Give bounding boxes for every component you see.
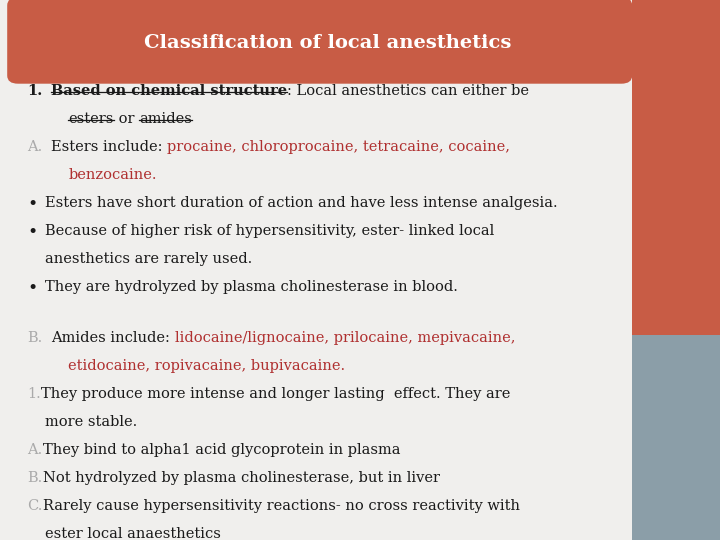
Text: benzocaine.: benzocaine. [68,168,157,182]
Text: Classification of local anesthetics: Classification of local anesthetics [144,34,511,52]
Text: They bind to alpha1 acid glycoprotein in plasma: They bind to alpha1 acid glycoprotein in… [42,443,400,457]
Text: Amides include:: Amides include: [51,331,175,345]
Bar [632,335,720,540]
Text: 1.: 1. [27,84,42,98]
Text: : Local anesthetics can either be: : Local anesthetics can either be [287,84,529,98]
Bar [632,0,720,335]
Text: A.: A. [27,443,42,457]
Text: A.: A. [27,140,42,154]
Text: more stable.: more stable. [45,415,137,429]
Text: etidocaine, ropivacaine, bupivacaine.: etidocaine, ropivacaine, bupivacaine. [68,359,346,373]
Text: They produce more intense and longer lasting  effect. They are: They produce more intense and longer las… [41,387,510,401]
Text: 1.: 1. [27,387,41,401]
Text: C.: C. [27,500,42,514]
Text: B.: B. [27,331,42,345]
Text: anesthetics are rarely used.: anesthetics are rarely used. [45,252,252,266]
Text: •: • [27,224,37,241]
Text: amides: amides [139,112,192,126]
Text: Rarely cause hypersensitivity reactions- no cross reactivity with: Rarely cause hypersensitivity reactions-… [42,500,520,514]
Text: Not hydrolyzed by plasma cholinesterase, but in liver: Not hydrolyzed by plasma cholinesterase,… [42,471,440,485]
Text: Because of higher risk of hypersensitivity, ester- linked local: Because of higher risk of hypersensitivi… [45,224,494,238]
Text: •: • [27,280,37,297]
Text: Esters have short duration of action and have less intense analgesia.: Esters have short duration of action and… [45,196,557,210]
Text: procaine, chloroprocaine, tetracaine, cocaine,: procaine, chloroprocaine, tetracaine, co… [167,140,510,154]
Text: B.: B. [27,471,42,485]
Text: ester local anaesthetics: ester local anaesthetics [45,528,220,540]
Text: or: or [114,112,139,126]
Text: esters: esters [68,112,114,126]
Text: Esters include:: Esters include: [51,140,167,154]
Text: Based on chemical structure: Based on chemical structure [51,84,287,98]
FancyBboxPatch shape [7,0,632,84]
Text: lidocaine/lignocaine, prilocaine, mepivacaine,: lidocaine/lignocaine, prilocaine, mepiva… [175,331,516,345]
Text: They are hydrolyzed by plasma cholinesterase in blood.: They are hydrolyzed by plasma cholineste… [45,280,457,294]
Text: •: • [27,196,37,213]
